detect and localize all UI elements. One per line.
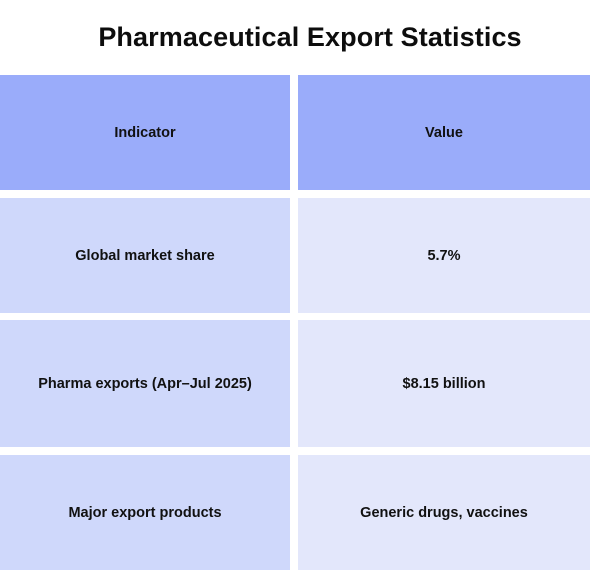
table-cell-value: Generic drugs, vaccines [298, 455, 590, 570]
table-header-value: Value [298, 75, 590, 190]
table-cell-value: 5.7% [298, 198, 590, 313]
table-cell-indicator: Major export products [0, 455, 290, 570]
table-cell-indicator: Pharma exports (Apr–Jul 2025) [0, 320, 290, 447]
page-title: Pharmaceutical Export Statistics [98, 22, 522, 52]
table-cell-value: $8.15 billion [298, 320, 590, 447]
table-header-indicator: Indicator [0, 75, 290, 190]
table-cell-indicator: Global market share [0, 198, 290, 313]
